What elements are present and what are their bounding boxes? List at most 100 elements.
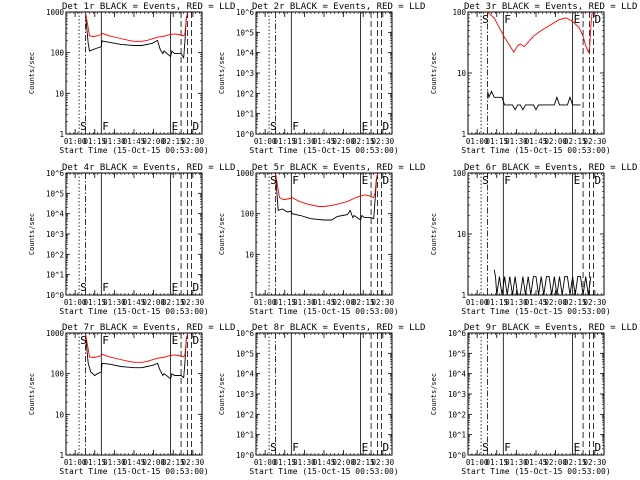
x-tick-label: 01:45 bbox=[123, 458, 146, 467]
y-tick-label: 1000 bbox=[46, 8, 65, 17]
x-tick-label: 01:30 bbox=[293, 137, 316, 146]
marker-label: D bbox=[383, 441, 390, 454]
series-events bbox=[493, 269, 592, 296]
marker-label: F bbox=[102, 334, 109, 347]
marker-label: E bbox=[574, 13, 581, 26]
y-tick-label: 10^0 bbox=[448, 451, 467, 460]
panel-title: Det 3r BLACK = Events, RED = LLD bbox=[464, 2, 637, 12]
marker-label: S bbox=[482, 13, 489, 26]
x-tick-label: 02:00 bbox=[142, 298, 165, 307]
marker-label: F bbox=[102, 120, 109, 133]
x-tick-label: 02:30 bbox=[182, 137, 205, 146]
series-lld bbox=[275, 173, 379, 207]
x-tick-label: 01:15 bbox=[83, 298, 106, 307]
marker-label: E bbox=[574, 441, 581, 454]
x-tick-label: 01:00 bbox=[64, 137, 87, 146]
x-tick-label: 02:15 bbox=[564, 298, 587, 307]
y-tick-label: 10^5 bbox=[236, 28, 254, 37]
y-tick-label: 10^4 bbox=[46, 210, 65, 219]
series-events bbox=[487, 90, 581, 111]
x-tick-label: 02:30 bbox=[372, 298, 395, 307]
x-tick-label: 01:15 bbox=[273, 298, 296, 307]
panel-det-3: Det 3r BLACK = Events, RED = LLD 1 10 100 Co… bbox=[430, 2, 637, 155]
plot-frame bbox=[65, 332, 203, 456]
x-tick-label: 02:15 bbox=[564, 458, 587, 467]
y-tick-label: 10^5 bbox=[236, 349, 254, 358]
x-axis-label: Start Time (15-Oct-15 00:53:00) bbox=[249, 146, 398, 155]
marker-label: D bbox=[595, 174, 602, 187]
y-tick-label: 10 bbox=[55, 89, 65, 98]
x-tick-label: 02:30 bbox=[372, 137, 395, 146]
plot-frame bbox=[467, 11, 605, 135]
x-tick-label: 01:15 bbox=[273, 137, 296, 146]
panel-title: Det 4r BLACK = Events, RED = LLD bbox=[62, 163, 235, 173]
x-tick-label: 01:00 bbox=[254, 458, 277, 467]
y-tick-label: 10^6 bbox=[236, 8, 255, 17]
marker-label: D bbox=[383, 174, 390, 187]
y-tick-label: 10^3 bbox=[448, 390, 466, 399]
marker-label: E bbox=[362, 174, 369, 187]
y-tick-label: 100 bbox=[50, 370, 64, 379]
x-tick-label: 01:45 bbox=[525, 137, 548, 146]
y-axis-label: Counts/sec bbox=[218, 373, 226, 415]
y-tick-label: 10^6 bbox=[448, 329, 467, 338]
panel-det-5: Det 5r BLACK = Events, RED = LLD 1 10 100 10… bbox=[218, 163, 425, 316]
marker-label: F bbox=[292, 174, 299, 187]
y-tick-label: 10 bbox=[457, 69, 467, 78]
x-tick-label: 02:00 bbox=[332, 137, 355, 146]
x-tick-label: 01:00 bbox=[254, 137, 277, 146]
y-tick-label: 10^3 bbox=[46, 230, 64, 239]
y-tick-label: 1 bbox=[59, 130, 64, 139]
y-tick-label: 10^3 bbox=[236, 390, 254, 399]
marker-label: S bbox=[80, 334, 87, 347]
y-tick-label: 1 bbox=[59, 451, 64, 460]
x-tick-label: 01:30 bbox=[103, 458, 126, 467]
plot-frame bbox=[467, 332, 605, 456]
plot-frame bbox=[255, 332, 393, 456]
marker-label: D bbox=[383, 120, 390, 133]
x-axis-label: Start Time (15-Oct-15 00:53:00) bbox=[59, 307, 208, 316]
y-tick-label: 10^6 bbox=[46, 169, 65, 178]
x-tick-label: 01:15 bbox=[485, 458, 508, 467]
x-tick-label: 01:00 bbox=[466, 298, 489, 307]
y-tick-label: 100 bbox=[452, 169, 466, 178]
marker-label: E bbox=[172, 281, 179, 294]
panel-title: Det 2r BLACK = Events, RED = LLD bbox=[252, 2, 425, 12]
x-tick-label: 02:15 bbox=[352, 137, 375, 146]
series-events bbox=[275, 174, 379, 221]
marker-label: F bbox=[504, 441, 511, 454]
x-tick-label: 01:15 bbox=[83, 137, 106, 146]
x-axis-label: Start Time (15-Oct-15 00:53:00) bbox=[59, 467, 208, 476]
marker-label: S bbox=[270, 174, 277, 187]
x-tick-label: 01:15 bbox=[273, 458, 296, 467]
y-axis-label: Counts/sec bbox=[28, 52, 36, 94]
x-tick-label: 02:15 bbox=[564, 137, 587, 146]
x-tick-label: 01:30 bbox=[505, 137, 528, 146]
y-tick-label: 1 bbox=[461, 291, 466, 300]
x-tick-label: 01:45 bbox=[123, 137, 146, 146]
x-tick-label: 02:00 bbox=[332, 458, 355, 467]
marker-label: D bbox=[193, 334, 200, 347]
panel-det-6: Det 6r BLACK = Events, RED = LLD 1 10 100 Co… bbox=[430, 163, 637, 316]
marker-label: E bbox=[362, 441, 369, 454]
marker-label: E bbox=[172, 334, 179, 347]
x-tick-label: 02:00 bbox=[544, 298, 567, 307]
marker-label: S bbox=[482, 441, 489, 454]
y-tick-label: 1 bbox=[461, 130, 466, 139]
x-tick-label: 01:45 bbox=[525, 458, 548, 467]
plot-frame bbox=[255, 11, 393, 135]
marker-label: S bbox=[80, 120, 87, 133]
x-tick-label: 01:00 bbox=[466, 458, 489, 467]
x-tick-label: 02:30 bbox=[584, 458, 607, 467]
y-tick-label: 10^6 bbox=[236, 329, 255, 338]
panel-title: Det 9r BLACK = Events, RED = LLD bbox=[464, 323, 637, 333]
marker-label: S bbox=[80, 281, 87, 294]
marker-label: S bbox=[482, 174, 489, 187]
x-tick-label: 02:30 bbox=[182, 458, 205, 467]
x-axis-label: Start Time (15-Oct-15 00:53:00) bbox=[461, 146, 610, 155]
x-tick-label: 01:45 bbox=[313, 458, 336, 467]
plot-frame bbox=[65, 11, 203, 135]
x-axis-label: Start Time (15-Oct-15 00:53:00) bbox=[461, 307, 610, 316]
x-tick-label: 02:15 bbox=[352, 458, 375, 467]
x-tick-label: 01:15 bbox=[485, 298, 508, 307]
